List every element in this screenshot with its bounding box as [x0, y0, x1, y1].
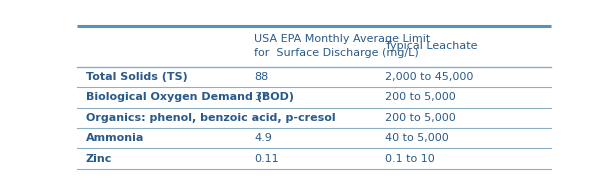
Text: 200 to 5,000: 200 to 5,000 — [385, 92, 455, 102]
Text: -: - — [255, 113, 258, 123]
Text: 88: 88 — [255, 72, 269, 82]
Text: Zinc: Zinc — [86, 154, 113, 164]
Text: 4.9: 4.9 — [255, 133, 272, 143]
Text: 37: 37 — [255, 92, 269, 102]
Text: 2,000 to 45,000: 2,000 to 45,000 — [385, 72, 473, 82]
Text: Organics: phenol, benzoic acid, p-cresol: Organics: phenol, benzoic acid, p-cresol — [86, 113, 335, 123]
Text: Biological Oxygen Demand (BOD): Biological Oxygen Demand (BOD) — [86, 92, 294, 102]
Text: Total Solids (TS): Total Solids (TS) — [86, 72, 188, 82]
Text: 40 to 5,000: 40 to 5,000 — [385, 133, 449, 143]
Text: 0.11: 0.11 — [255, 154, 279, 164]
Text: Ammonia: Ammonia — [86, 133, 144, 143]
Text: USA EPA Monthly Average Limit
for  Surface Discharge (mg/L): USA EPA Monthly Average Limit for Surfac… — [255, 35, 431, 58]
Text: Typical Leachate: Typical Leachate — [385, 41, 477, 52]
Text: 0.1 to 10: 0.1 to 10 — [385, 154, 435, 164]
Text: 200 to 5,000: 200 to 5,000 — [385, 113, 455, 123]
